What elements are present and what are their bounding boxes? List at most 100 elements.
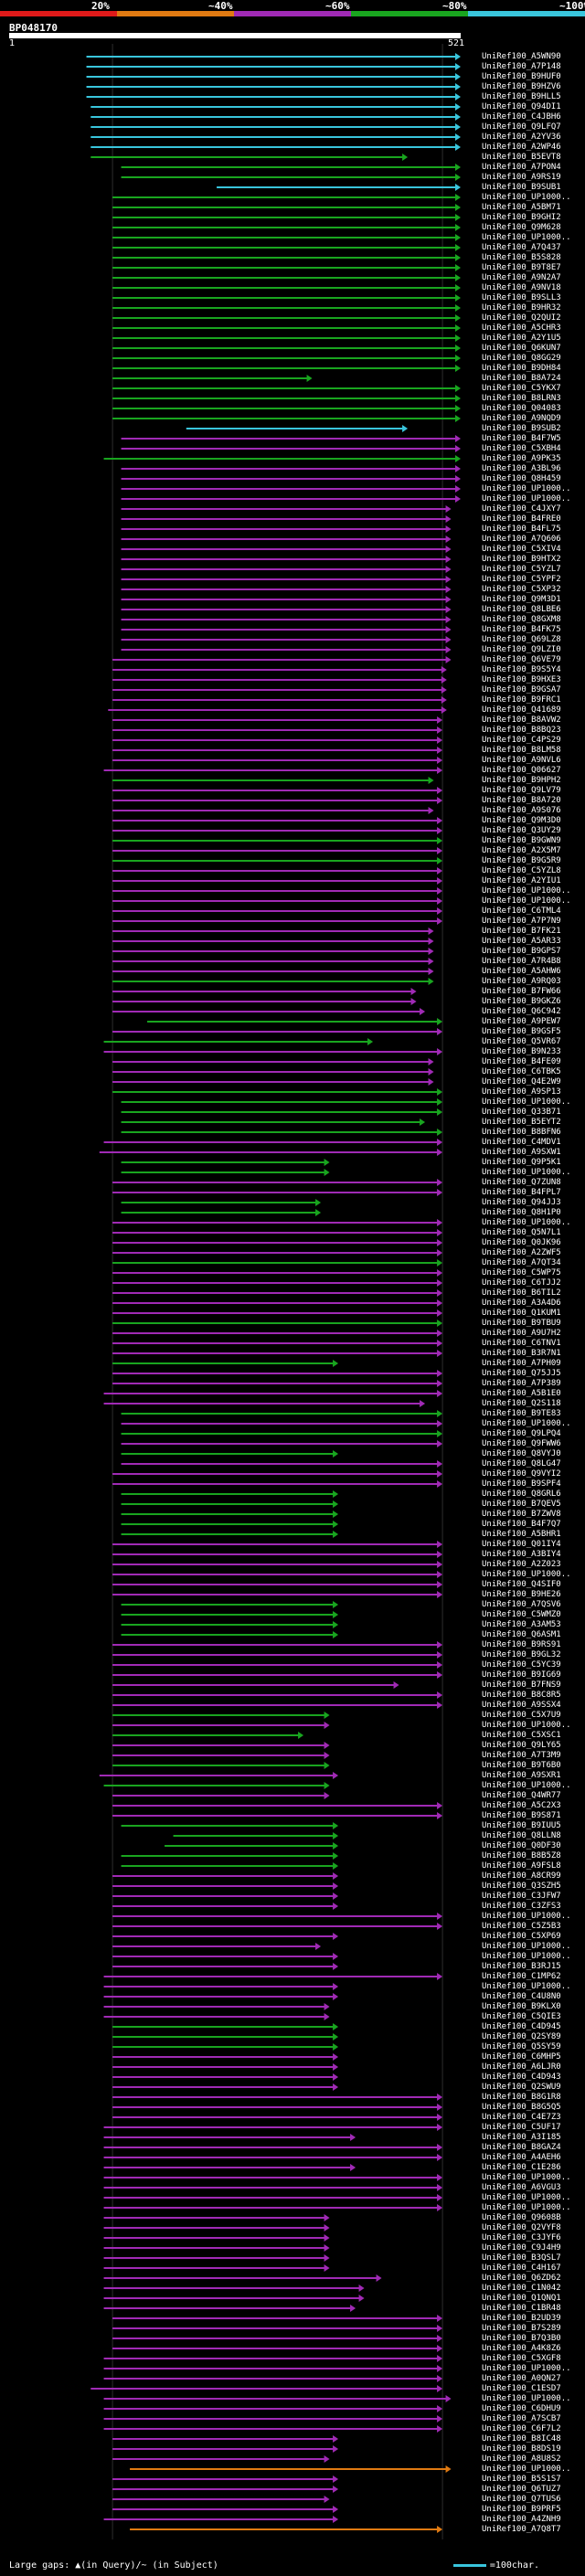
- hit-label[interactable]: UniRef100_A7T3M9: [482, 1751, 561, 1760]
- hit-label[interactable]: UniRef100_A9SSX4: [482, 1701, 561, 1710]
- hit-label[interactable]: UniRef100_Q6ASM1: [482, 1630, 561, 1639]
- hit-label[interactable]: UniRef100_B8LRN3: [482, 394, 561, 403]
- hit-label[interactable]: UniRef100_B9HLL5: [482, 92, 561, 101]
- hit-label[interactable]: UniRef100_A7PON4: [482, 163, 561, 172]
- hit-label[interactable]: UniRef100_Q9M3D1: [482, 595, 561, 604]
- hit-label[interactable]: UniRef100_A7QT34: [482, 1258, 561, 1267]
- hit-label[interactable]: UniRef100_A9U7H2: [482, 1329, 561, 1338]
- hit-label[interactable]: UniRef100_C6TNV1: [482, 1339, 561, 1348]
- hit-label[interactable]: UniRef100_UP1000..: [482, 1952, 571, 1961]
- hit-label[interactable]: UniRef100_B9GSA7: [482, 685, 561, 694]
- hit-label[interactable]: UniRef100_C5X7U9: [482, 1711, 561, 1720]
- hit-label[interactable]: UniRef100_Q8LBE6: [482, 605, 561, 614]
- hit-label[interactable]: UniRef100_B9IUU5: [482, 1821, 561, 1830]
- hit-label[interactable]: UniRef100_C1N042: [482, 2284, 561, 2293]
- hit-label[interactable]: UniRef100_Q4WR77: [482, 1791, 561, 1800]
- hit-label[interactable]: UniRef100_C1E286: [482, 2163, 561, 2172]
- hit-label[interactable]: UniRef100_A2YV36: [482, 133, 561, 142]
- hit-label[interactable]: UniRef100_C4D943: [482, 2072, 561, 2082]
- hit-label[interactable]: UniRef100_B9IG69: [482, 1670, 561, 1680]
- hit-label[interactable]: UniRef100_UP1000..: [482, 2465, 571, 2474]
- hit-label[interactable]: UniRef100_B9HTX2: [482, 555, 561, 564]
- hit-label[interactable]: UniRef100_C3JFW7: [482, 1892, 561, 1901]
- hit-label[interactable]: UniRef100_UP1000..: [482, 2203, 571, 2212]
- hit-label[interactable]: UniRef100_A5B1E0: [482, 1389, 561, 1398]
- hit-label[interactable]: UniRef100_C6MHP5: [482, 2052, 561, 2062]
- hit-label[interactable]: UniRef100_Q94JJ3: [482, 1198, 561, 1207]
- hit-label[interactable]: UniRef100_A9SXR1: [482, 1771, 561, 1780]
- hit-label[interactable]: UniRef100_A9NQD9: [482, 414, 561, 423]
- hit-label[interactable]: UniRef100_A7SCB7: [482, 2414, 561, 2423]
- hit-label[interactable]: UniRef100_A7Q437: [482, 243, 561, 252]
- hit-label[interactable]: UniRef100_B9HXE3: [482, 675, 561, 684]
- hit-label[interactable]: UniRef100_C5XP32: [482, 585, 561, 594]
- hit-label[interactable]: UniRef100_A9RQ03: [482, 977, 561, 986]
- hit-label[interactable]: UniRef100_B8BQ23: [482, 726, 561, 735]
- hit-label[interactable]: UniRef100_B9T6B0: [482, 1761, 561, 1770]
- hit-label[interactable]: UniRef100_Q9VYI2: [482, 1469, 561, 1479]
- hit-label[interactable]: UniRef100_C5WP75: [482, 1268, 561, 1277]
- hit-label[interactable]: UniRef100_UP1000..: [482, 1168, 571, 1177]
- hit-label[interactable]: UniRef100_B7ZWV8: [482, 1510, 561, 1519]
- hit-label[interactable]: UniRef100_B9GPS7: [482, 947, 561, 956]
- hit-label[interactable]: UniRef100_C5XGF8: [482, 2354, 561, 2363]
- hit-label[interactable]: UniRef100_B4FPL7: [482, 1188, 561, 1197]
- hit-label[interactable]: UniRef100_B4F7W5: [482, 434, 561, 443]
- hit-label[interactable]: UniRef100_B9GSF5: [482, 1027, 561, 1036]
- hit-label[interactable]: UniRef100_Q3UY29: [482, 826, 561, 835]
- hit-label[interactable]: UniRef100_C4D945: [482, 2022, 561, 2031]
- hit-label[interactable]: UniRef100_C5YC39: [482, 1660, 561, 1670]
- hit-label[interactable]: UniRef100_C4H167: [482, 2263, 561, 2273]
- hit-label[interactable]: UniRef100_Q33B71: [482, 1108, 561, 1117]
- hit-label[interactable]: UniRef100_Q6KUN7: [482, 344, 561, 353]
- hit-label[interactable]: UniRef100_B9G5R9: [482, 856, 561, 865]
- hit-label[interactable]: UniRef100_Q0DF30: [482, 1841, 561, 1850]
- hit-label[interactable]: UniRef100_C5YZL7: [482, 565, 561, 574]
- hit-label[interactable]: UniRef100_B9S5Y4: [482, 665, 561, 674]
- hit-label[interactable]: UniRef100_A7PH09: [482, 1359, 561, 1368]
- hit-label[interactable]: UniRef100_A6LJR0: [482, 2062, 561, 2072]
- hit-label[interactable]: UniRef100_C5QIE3: [482, 2012, 561, 2021]
- hit-label[interactable]: UniRef100_Q6VE79: [482, 655, 561, 664]
- hit-label[interactable]: UniRef100_B9GWN9: [482, 836, 561, 845]
- hit-label[interactable]: UniRef100_B9HUF0: [482, 72, 561, 81]
- hit-label[interactable]: UniRef100_C4MDV1: [482, 1138, 561, 1147]
- hit-label[interactable]: UniRef100_B4F7Q7: [482, 1520, 561, 1529]
- hit-label[interactable]: UniRef100_Q7ZUN8: [482, 1178, 561, 1187]
- hit-label[interactable]: UniRef100_A3BIY4: [482, 1550, 561, 1559]
- hit-label[interactable]: UniRef100_B9FRC1: [482, 695, 561, 705]
- hit-label[interactable]: UniRef100_B4FK75: [482, 625, 561, 634]
- hit-label[interactable]: UniRef100_B9PRF5: [482, 2505, 561, 2514]
- hit-label[interactable]: UniRef100_C5WMZ0: [482, 1610, 561, 1619]
- hit-label[interactable]: UniRef100_UP1000..: [482, 2394, 571, 2403]
- hit-label[interactable]: UniRef100_B7FK21: [482, 927, 561, 936]
- hit-label[interactable]: UniRef100_B8GAZ4: [482, 2143, 561, 2152]
- hit-label[interactable]: UniRef100_C4PS29: [482, 736, 561, 745]
- hit-label[interactable]: UniRef100_B8A724: [482, 374, 561, 383]
- hit-label[interactable]: UniRef100_B4FE09: [482, 1057, 561, 1066]
- hit-label[interactable]: UniRef100_UP1000..: [482, 896, 571, 906]
- hit-label[interactable]: UniRef100_B9RS91: [482, 1640, 561, 1649]
- hit-label[interactable]: UniRef100_Q04083: [482, 404, 561, 413]
- hit-label[interactable]: UniRef100_C4E7Z3: [482, 2113, 561, 2122]
- hit-label[interactable]: UniRef100_C6F7L2: [482, 2424, 561, 2433]
- hit-label[interactable]: UniRef100_UP1000..: [482, 193, 571, 202]
- hit-label[interactable]: UniRef100_A2ZWF5: [482, 1248, 561, 1257]
- hit-label[interactable]: UniRef100_Q8LLN8: [482, 1831, 561, 1840]
- hit-label[interactable]: UniRef100_B5EYT2: [482, 1118, 561, 1127]
- hit-label[interactable]: UniRef100_Q4SIF0: [482, 1580, 561, 1589]
- hit-label[interactable]: UniRef100_A9SXW1: [482, 1148, 561, 1157]
- hit-label[interactable]: UniRef100_Q9M3D0: [482, 816, 561, 825]
- hit-label[interactable]: UniRef100_UP1000..: [482, 494, 571, 504]
- hit-label[interactable]: UniRef100_C5Z5B3: [482, 1922, 561, 1931]
- hit-label[interactable]: UniRef100_A9PK35: [482, 454, 561, 463]
- hit-label[interactable]: UniRef100_A7R4B8: [482, 957, 561, 966]
- hit-label[interactable]: UniRef100_UP1000..: [482, 886, 571, 896]
- hit-label[interactable]: UniRef100_B8DS19: [482, 2444, 561, 2454]
- hit-label[interactable]: UniRef100_Q5N7L1: [482, 1228, 561, 1237]
- hit-label[interactable]: UniRef100_A7Q606: [482, 535, 561, 544]
- hit-label[interactable]: UniRef100_B7QEV5: [482, 1500, 561, 1509]
- hit-label[interactable]: UniRef100_C4JXY7: [482, 504, 561, 514]
- hit-label[interactable]: UniRef100_C9J4H9: [482, 2243, 561, 2253]
- hit-label[interactable]: UniRef100_C5YKX7: [482, 384, 561, 393]
